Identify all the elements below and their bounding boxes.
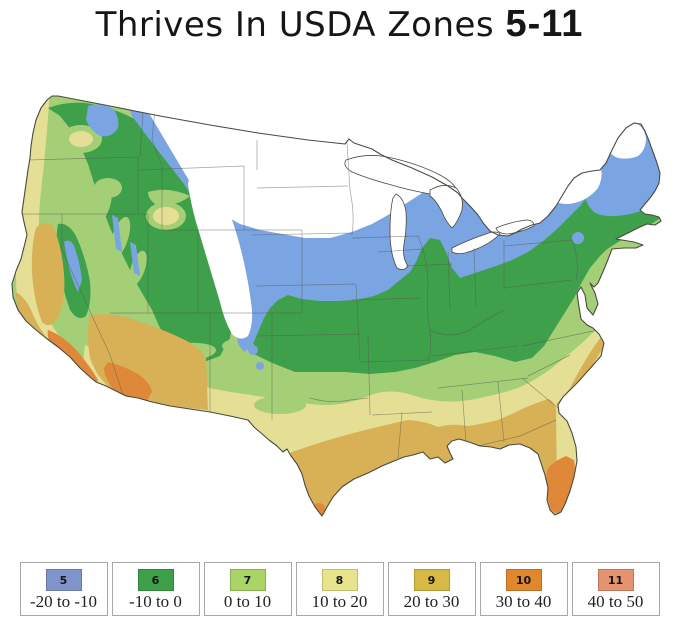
zone-5-new-mexico-spot-2 — [256, 362, 264, 370]
zone-swatch: 9 — [413, 569, 450, 591]
great-salt-lake-desert-patch — [153, 207, 179, 225]
coldest-zone-rockies-region — [188, 170, 253, 339]
lake-ontario — [495, 219, 535, 235]
zone-temperature-range: -10 to 0 — [129, 592, 182, 611]
zone-temperature-range: 10 to 20 — [311, 592, 368, 611]
nevada-basin-patch-1 — [92, 185, 112, 225]
zone-number: 11 — [607, 573, 624, 587]
zone-swatch: 10 — [505, 569, 542, 591]
zone-swatch: 11 — [597, 569, 634, 591]
page-title: Thrives In USDA Zones 5-11 — [0, 0, 679, 49]
great-lakes — [344, 155, 535, 270]
lake-erie — [451, 231, 501, 254]
zone-number: 5 — [59, 573, 68, 587]
legend-item-zone-7: 7 0 to 10 — [203, 562, 292, 616]
zone-5-new-mexico-spot-1 — [248, 345, 258, 355]
snake-plain-patch — [148, 189, 190, 206]
zone-swatch: 7 — [229, 569, 266, 591]
zone-temperature-range: 30 to 40 — [495, 592, 552, 611]
columbia-basin-core-patch — [69, 131, 93, 147]
zone-number: 7 — [243, 573, 252, 587]
zone-legend: 5 -20 to -10 6 -10 to 0 7 0 to 10 8 10 t… — [0, 562, 679, 616]
zone-11-florida-keys-spot-4 — [574, 516, 577, 519]
state-borders — [18, 98, 599, 459]
zone-5-catskills-spot — [572, 232, 584, 244]
legend-item-zone-5: 5 -20 to -10 — [19, 562, 108, 616]
zone-5-sierra-sliver — [64, 240, 82, 292]
zone-temperature-range: 0 to 10 — [223, 592, 272, 611]
zone-11-florida-keys-spot-1 — [554, 518, 558, 522]
zone-temperature-range: 40 to 50 — [587, 592, 644, 611]
zone-11-florida-keys-spot-2 — [561, 519, 565, 523]
legend-item-zone-11: 11 40 to 50 — [571, 562, 660, 616]
page-title-text: Thrives In USDA Zones — [95, 5, 506, 45]
legend-item-zone-8: 8 10 to 20 — [295, 562, 384, 616]
page-title-zone-range: 5-11 — [505, 3, 584, 45]
zone-temperature-range: 20 to 30 — [403, 592, 460, 611]
zone-5-nevada-sliver-2 — [130, 242, 140, 276]
zone-number: 9 — [427, 573, 436, 587]
legend-item-zone-6: 6 -10 to 0 — [111, 562, 200, 616]
us-border-outline — [11, 95, 662, 517]
zone-9-central-valley-region — [31, 223, 65, 326]
legend-item-zone-10: 10 30 to 40 — [479, 562, 568, 616]
zone-number: 10 — [515, 573, 532, 587]
zone-10-arizona-region — [104, 362, 152, 402]
texas-panhandle-patch — [254, 396, 306, 414]
zone-11-florida-keys-spot-3 — [568, 519, 572, 523]
zone-number: 8 — [335, 573, 344, 587]
lake-huron — [429, 185, 463, 229]
zone-swatch: 6 — [137, 569, 174, 591]
zone-number: 6 — [151, 573, 160, 587]
legend-item-zone-9: 9 20 to 30 — [387, 562, 476, 616]
zone-swatch: 5 — [45, 569, 82, 591]
zone-5-nevada-sliver-1 — [112, 215, 122, 252]
zone-5-cascades-spot — [86, 104, 119, 137]
zone-swatch: 8 — [321, 569, 358, 591]
zone-temperature-range: -20 to -10 — [29, 592, 98, 611]
zone-regions — [12, 96, 661, 523]
